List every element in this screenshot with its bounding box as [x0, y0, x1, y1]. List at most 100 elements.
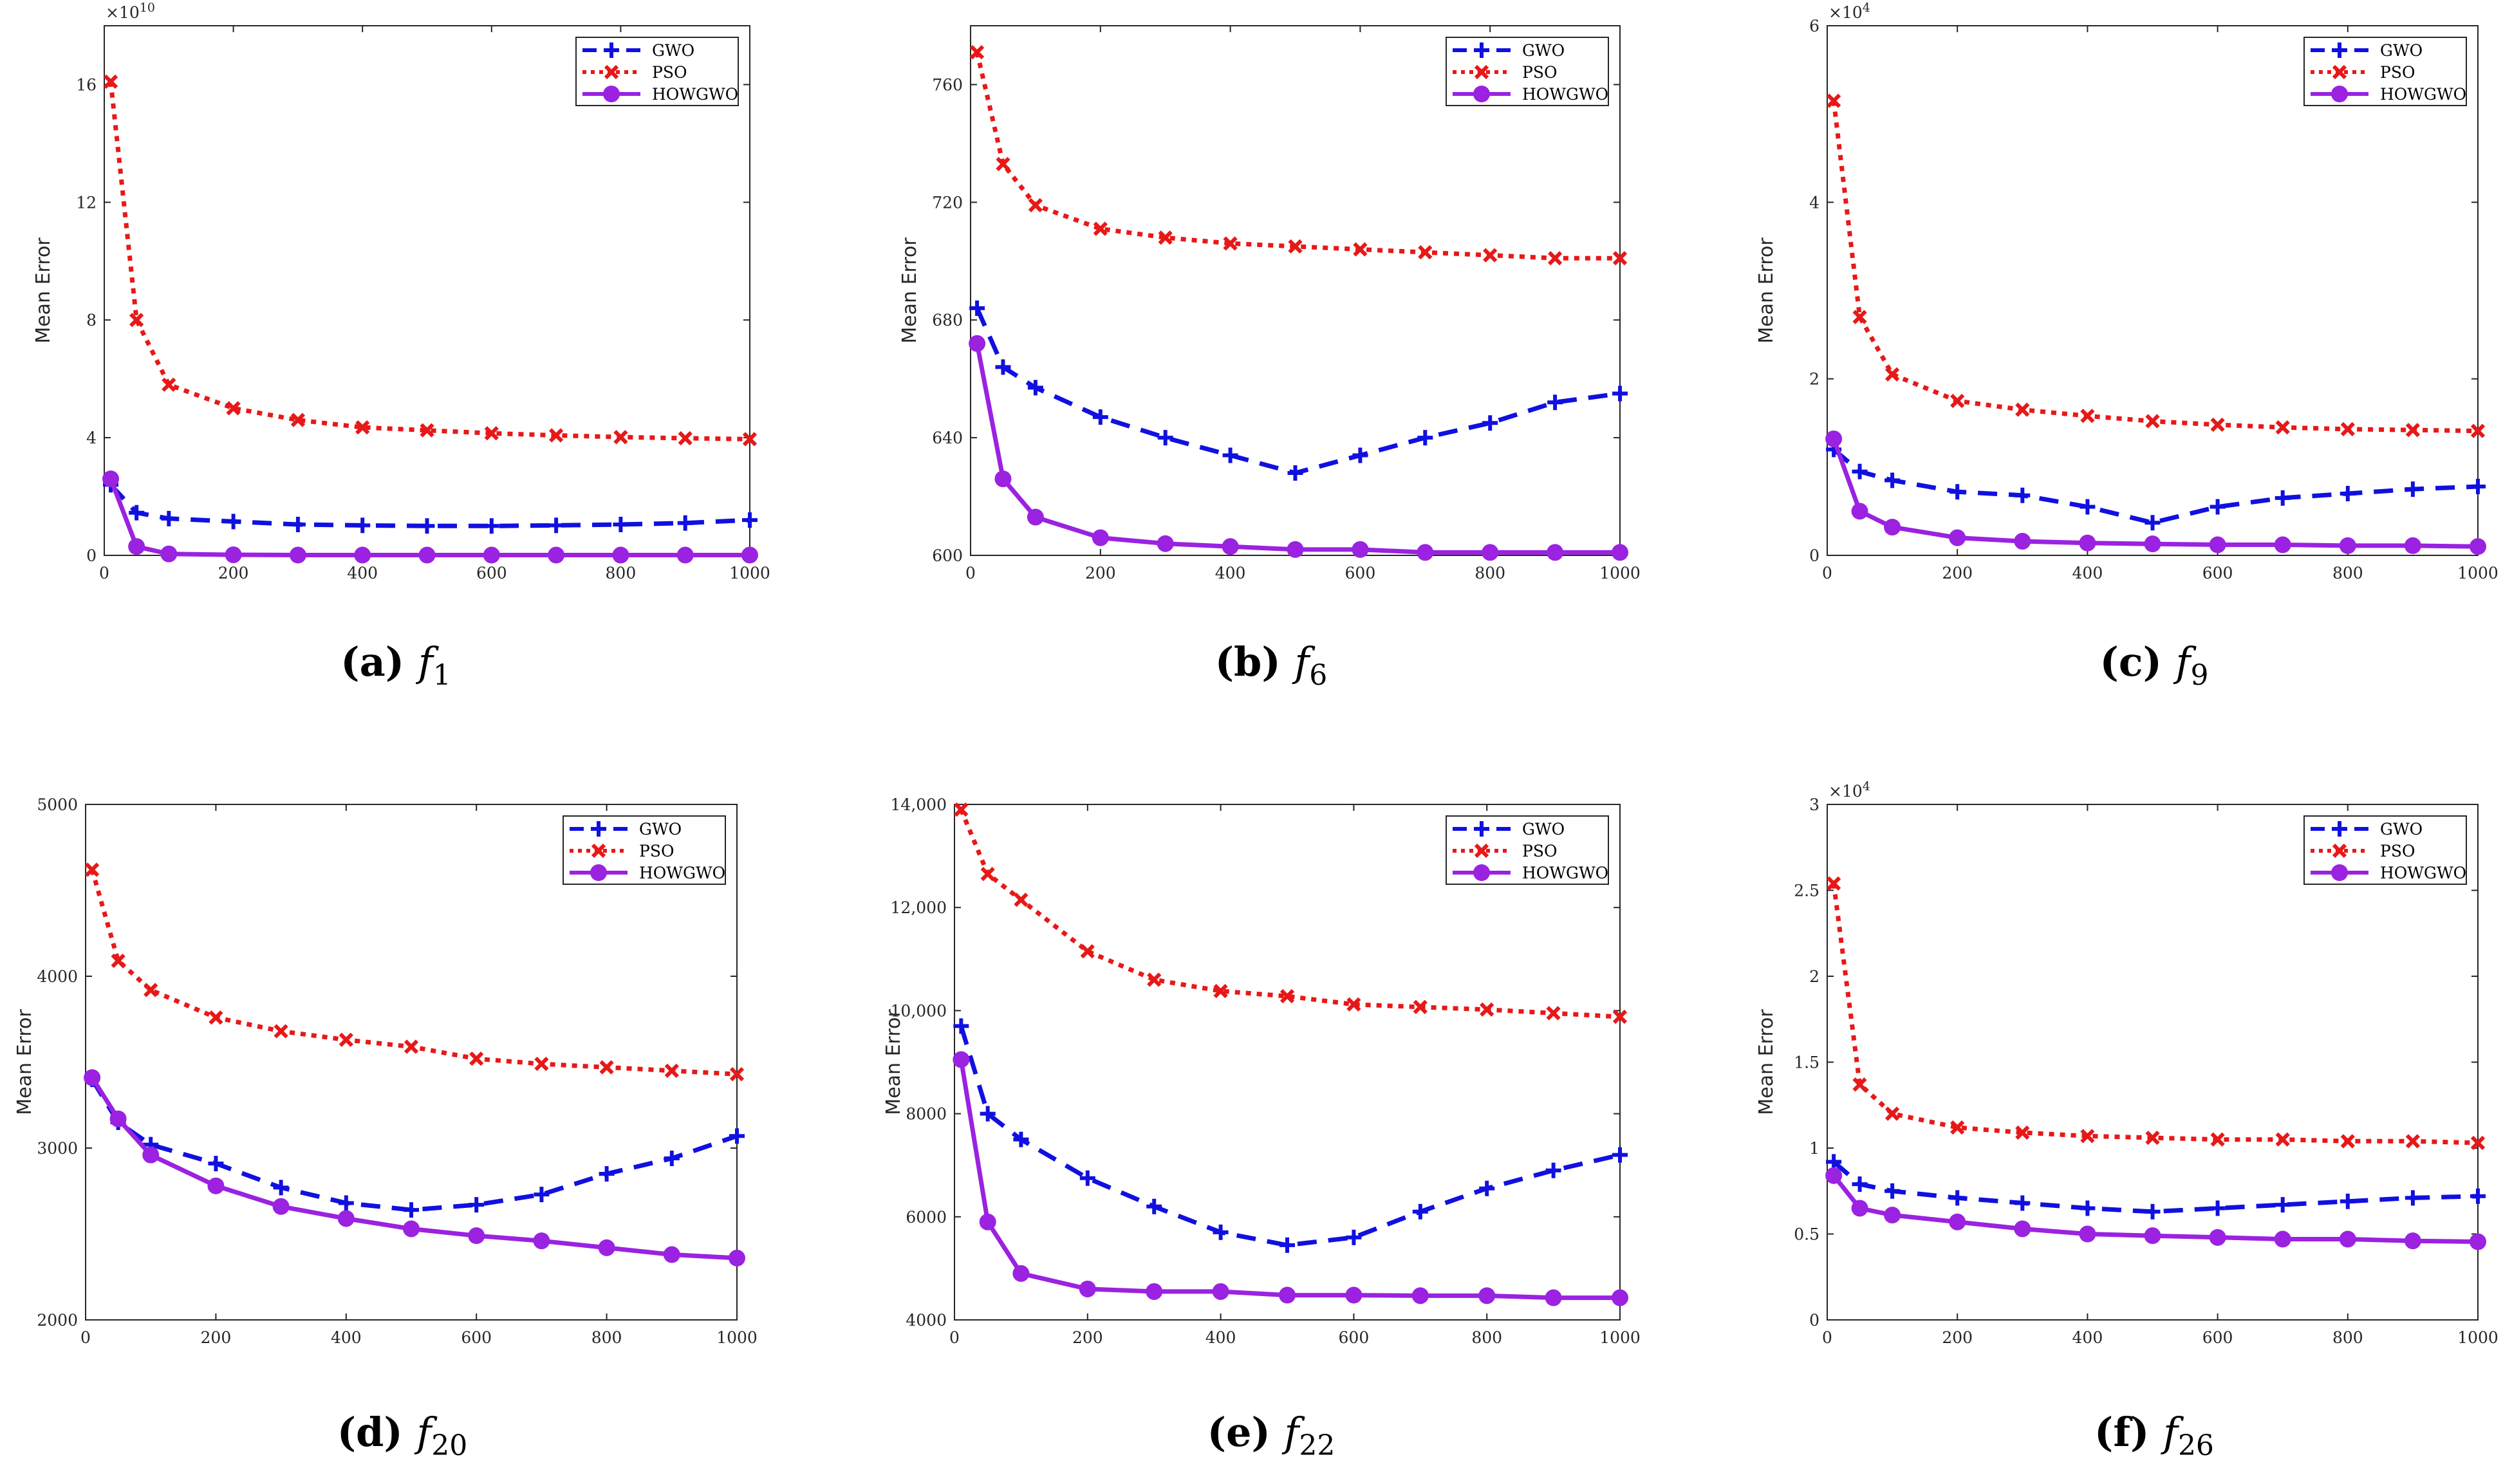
howgwo-point-8 — [548, 546, 565, 564]
x-tick-label: 200 — [1072, 1328, 1103, 1347]
pso-point-7-b — [2210, 1132, 2225, 1147]
y-tick-label: 760 — [932, 75, 963, 94]
pso-point-7 — [2210, 417, 2225, 432]
y-tick-label: 6 — [1809, 17, 1819, 35]
gwo-point-8 — [2275, 1197, 2291, 1213]
howgwo-point-4 — [2014, 533, 2031, 550]
pso-point-8-b — [548, 428, 564, 443]
series-howgwo — [84, 1069, 745, 1266]
pso-point-6-b — [420, 423, 434, 438]
subfigure-caption: (a) f1 — [340, 638, 451, 692]
howgwo-point-10 — [2404, 1232, 2421, 1250]
howgwo-point-1 — [1851, 1200, 1868, 1217]
series-line-howgwo — [974, 343, 1620, 555]
pso-point-6 — [2145, 414, 2160, 429]
series-pso — [1826, 876, 2486, 1151]
x-tick-label: 200 — [218, 564, 249, 582]
pso-point-9 — [613, 430, 628, 445]
subfigure-caption: (c) f9 — [2100, 638, 2209, 692]
x-tick-label: 1000 — [2457, 1328, 2498, 1347]
pso-point-2-b — [1028, 198, 1043, 213]
gwo-point-2 — [1884, 472, 1901, 488]
pso-point-5 — [339, 1032, 353, 1047]
pso-point-1-b — [1852, 310, 1867, 324]
pso-legend-point-legend-b — [2332, 843, 2347, 858]
chart-panel-3: 0 200 400 600 800 1000 0 2 4 6 ×104 Mean Error GWO PS… — [1755, 1, 2498, 692]
gwo-point-10 — [1547, 394, 1563, 411]
x-tick-label: 800 — [2332, 1328, 2363, 1347]
pso-point-4-b — [1147, 972, 1162, 987]
gwo-point-5 — [1213, 1224, 1229, 1240]
pso-point-1 — [111, 953, 126, 969]
pso-point-11-b — [2470, 1135, 2486, 1151]
gwo-point-9 — [2340, 1193, 2356, 1209]
chart-panel-4: 0 200 400 600 800 1000 2000 3000 4000 5000 Mean Er… — [14, 795, 758, 1462]
x-tick-label: 400 — [331, 1328, 362, 1347]
pso-point-0 — [84, 862, 100, 877]
howgwo-legend-point-legend — [2331, 86, 2348, 102]
legend-label-howgwo: HOWGWO — [2380, 85, 2466, 104]
x-tick-label: 800 — [606, 564, 637, 582]
pso-point-3 — [226, 401, 241, 416]
series-line-howgwo — [108, 478, 750, 557]
pso-point-9 — [1483, 248, 1498, 263]
legend-label-gwo: GWO — [639, 820, 682, 839]
y-tick-label: 640 — [932, 429, 963, 447]
x-tick-label: 800 — [1475, 564, 1505, 582]
howgwo-point-6 — [403, 1220, 420, 1238]
y-tick-label: 1.5 — [1794, 1053, 1819, 1072]
legend-label-howgwo: HOWGWO — [639, 864, 725, 882]
gwo-point-7 — [483, 518, 499, 534]
howgwo-point-4 — [272, 1198, 290, 1215]
pso-point-0-b — [84, 862, 100, 877]
series-howgwo — [969, 335, 1628, 561]
pso-point-10-b — [2405, 423, 2421, 438]
pso-legend-point-legend — [591, 843, 606, 858]
pso-point-7 — [484, 426, 499, 441]
pso-point-10-b — [678, 431, 693, 446]
gwo-point-6 — [419, 518, 435, 534]
series-line-howgwo — [958, 1059, 1620, 1301]
gwo-point-4 — [2014, 487, 2031, 503]
pso-point-0 — [969, 45, 985, 60]
pso-point-3 — [1950, 393, 1965, 409]
pso-point-3-b — [1080, 944, 1095, 959]
legend-label-gwo: GWO — [652, 41, 694, 60]
pso-point-2 — [1014, 893, 1028, 907]
pso-point-6-b — [1288, 239, 1303, 254]
gwo-legend-point-legend — [1474, 42, 1489, 58]
legend-label-pso: PSO — [639, 842, 674, 860]
howgwo-legend-point-legend — [1473, 864, 1490, 881]
gwo-point-6 — [404, 1202, 419, 1218]
series-gwo — [969, 300, 1628, 481]
howgwo-point-4 — [289, 546, 306, 564]
howgwo-point-0 — [1825, 1167, 1843, 1184]
pso-point-5 — [355, 420, 370, 435]
pso-point-8 — [534, 1057, 549, 1071]
subfigure-caption: (e) f22 — [1207, 1409, 1335, 1462]
pso-point-11-b — [2470, 423, 2486, 438]
pso-point-0-b — [969, 45, 985, 60]
gwo-point-5 — [1222, 447, 1238, 463]
pso-point-7 — [2210, 1132, 2225, 1147]
y-tick-label: 0.5 — [1794, 1225, 1819, 1244]
howgwo-point-7 — [483, 546, 500, 564]
series-howgwo — [953, 1051, 1628, 1306]
series-gwo — [103, 477, 758, 534]
howgwo-point-8 — [2274, 1230, 2291, 1248]
pso-point-2-b — [1884, 367, 1900, 382]
legend-label-pso: PSO — [2380, 842, 2415, 860]
pso-point-6-b — [2145, 1130, 2160, 1145]
pso-point-11 — [1612, 251, 1628, 266]
legend: GWO PSO HOWGWO — [2303, 37, 2467, 106]
pso-point-8-b — [2275, 420, 2290, 435]
subfigure-caption: (f) f26 — [2094, 1409, 2214, 1462]
howgwo-point-3 — [1092, 529, 1109, 546]
pso-legend-point-legend — [2332, 64, 2347, 80]
series-line-pso — [959, 808, 1621, 1019]
gwo-point-6 — [1287, 465, 1303, 481]
howgwo-point-10 — [1545, 1289, 1562, 1306]
pso-point-10 — [2405, 423, 2421, 438]
howgwo-point-2 — [1884, 519, 1901, 536]
pso-point-4 — [1158, 230, 1173, 245]
